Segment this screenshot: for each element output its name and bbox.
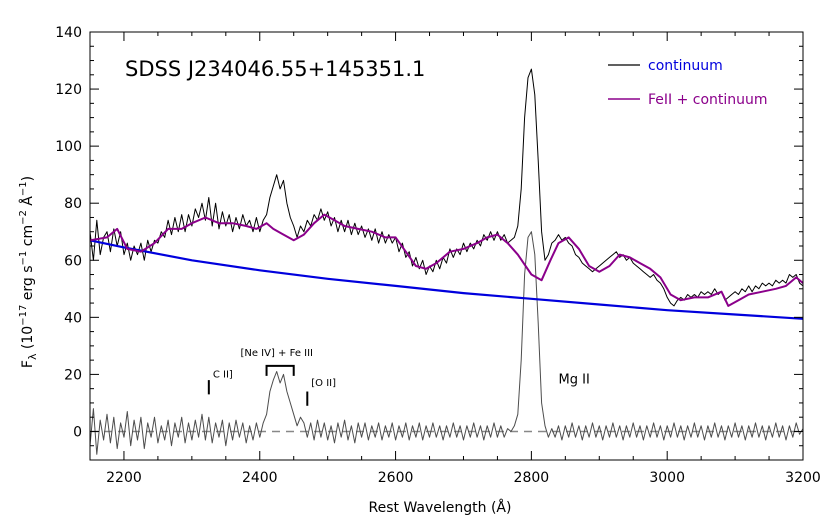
continuum-line: [89, 239, 804, 320]
residual-spectrum-line: [89, 231, 804, 455]
x-axis-label: Rest Wavelength (Å): [369, 499, 512, 516]
annotations-group: C II] [Ne IV] + Fe III [O II] Mg II: [207, 348, 590, 406]
y-label-units-open: (10: [20, 326, 36, 349]
annotation-label: [O II]: [311, 378, 336, 389]
legend: continuum FeII + continuum: [608, 58, 768, 108]
x-tick-label: 2600: [378, 470, 414, 486]
y-label-f: F: [20, 360, 36, 368]
legend-label-feii: FeII + continuum: [648, 92, 768, 108]
ne-iv-bracket: [265, 364, 295, 376]
y-label-exp3: −2: [18, 210, 29, 225]
y-label-exp1: −17: [18, 305, 29, 326]
y-tick-label: 80: [64, 196, 82, 212]
y-tick-label: 40: [64, 310, 82, 326]
y-label-units-end: ): [20, 176, 36, 181]
y-label-units-mid3: Å: [19, 196, 36, 210]
y-tick-label: 0: [73, 424, 82, 440]
legend-label-continuum: continuum: [648, 58, 723, 74]
annotation-ne-iv-fe-iii: [Ne IV] + Fe III: [240, 348, 313, 359]
y-tick-label: 20: [64, 367, 82, 383]
y-tick-label: 140: [55, 25, 82, 41]
x-tick-label: 2200: [106, 470, 142, 486]
y-tick-label: 100: [55, 139, 82, 155]
svg-text:Fλ (10−17 erg s−1 cm−2 Å−1): Fλ (10−17 erg s−1 cm−2 Å−1): [18, 176, 39, 368]
y-tick-label: 60: [64, 253, 82, 269]
x-tick-label: 3200: [785, 470, 821, 486]
x-tick-label: 3000: [649, 470, 685, 486]
axes-group: 2200 2400 2600 2800 3000 3200 0 20 40 60 80 100 120 1…: [55, 25, 821, 486]
y-tick-label: 120: [55, 82, 82, 98]
y-label-exp4: −1: [18, 181, 29, 196]
x-tick-label: 2800: [514, 470, 550, 486]
series-group: [89, 68, 804, 455]
y-label-units-mid2: cm: [20, 225, 36, 251]
feii-continuum-line: [89, 213, 804, 307]
chart-title: SDSS J234046.55+145351.1: [125, 57, 425, 81]
y-axis-label: Fλ (10−17 erg s−1 cm−2 Å−1): [18, 176, 39, 368]
annotation-mg-ii: Mg II: [559, 372, 590, 387]
x-tick-label: 2400: [242, 470, 278, 486]
y-label-exp2: −1: [18, 251, 29, 266]
y-label-sub: λ: [26, 353, 39, 360]
annotation-label: C II]: [213, 369, 233, 380]
y-label-units-mid: erg s: [20, 265, 36, 304]
